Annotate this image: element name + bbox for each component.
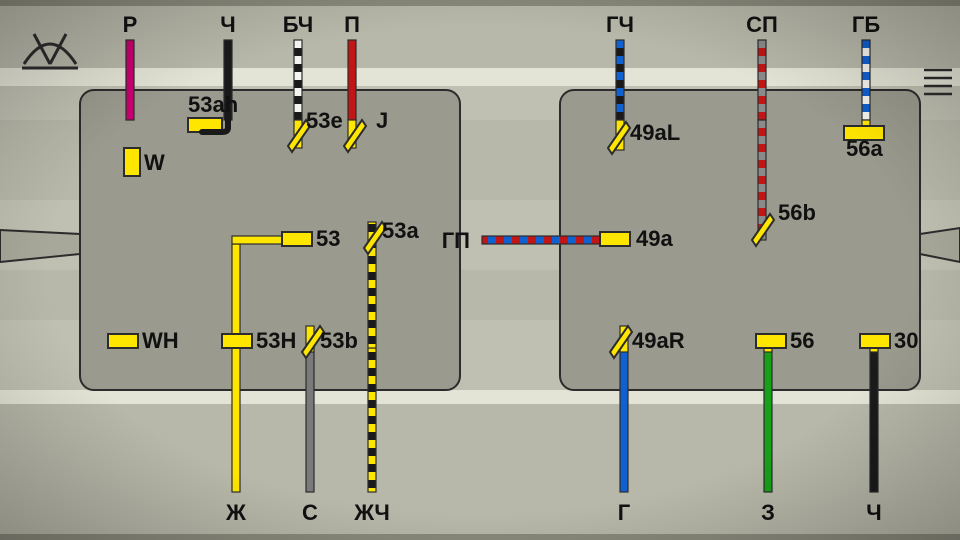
wire-G	[620, 348, 628, 492]
terminal-WH	[108, 334, 138, 348]
wire-Zh-internal-h	[232, 236, 288, 244]
wire-Zh	[232, 348, 240, 492]
wire-label-ZhCh: ЖЧ	[353, 500, 390, 525]
wire-label-GP: ГП	[442, 228, 470, 253]
wire-label-Ch: Ч	[220, 12, 235, 37]
wire-label-Ch2: Ч	[866, 500, 881, 525]
terminal-label-J: J	[376, 108, 388, 133]
terminal-label-W: W	[144, 150, 165, 175]
terminal-label-53e: 53e	[306, 108, 343, 133]
wire-label-G: Г	[618, 500, 631, 525]
terminal-label-49aR: 49aR	[632, 328, 685, 353]
wire-label-GB: ГБ	[852, 12, 880, 37]
terminal-label-53ah: 53ah	[188, 92, 238, 117]
terminal-label-53H: 53H	[256, 328, 296, 353]
terminal-label-53b: 53b	[320, 328, 358, 353]
wire-Pu	[348, 40, 356, 120]
wire-label-GCh: ГЧ	[606, 12, 634, 37]
wire-label-Pu: П	[344, 12, 360, 37]
terminal-label-56b: 56b	[778, 200, 816, 225]
terminal-label-WH: WH	[142, 328, 179, 353]
terminal-label-49aL: 49aL	[630, 120, 680, 145]
terminal-label-49a: 49a	[636, 226, 673, 251]
terminal-56	[756, 334, 786, 348]
wire-S	[306, 348, 314, 492]
wire-Ch2	[870, 348, 878, 492]
wire-Z	[764, 348, 772, 492]
wire-BCh	[294, 40, 302, 120]
wire-label-P: Р	[123, 12, 138, 37]
terminal-label-53a: 53a	[382, 218, 419, 243]
wire-GCh	[616, 40, 624, 120]
wiring-diagram: Р Ч БЧ П ГЧ СП ГБ Ж С ЖЧ Г З Ч ГП W 53ah 53e J 53 53a WH 53H 5…	[0, 0, 960, 540]
wire-P	[126, 40, 134, 120]
terminal-53	[282, 232, 312, 246]
terminal-53H	[222, 334, 252, 348]
wire-label-Zh: Ж	[225, 500, 246, 525]
terminal-label-30: 30	[894, 328, 918, 353]
wire-GB	[862, 40, 870, 120]
wire-SP	[758, 40, 766, 120]
terminal-label-56: 56	[790, 328, 814, 353]
wire-label-BCh: БЧ	[283, 12, 313, 37]
terminal-label-53: 53	[316, 226, 340, 251]
terminal-30	[860, 334, 890, 348]
wire-ZhCh	[368, 348, 376, 492]
terminal-W	[124, 148, 140, 176]
wire-label-SP: СП	[746, 12, 778, 37]
wire-Zh-internal	[232, 244, 240, 348]
terminal-49a	[600, 232, 630, 246]
terminal-label-56a: 56a	[846, 136, 883, 161]
wire-GP	[482, 236, 602, 244]
wire-label-Z: З	[761, 500, 775, 525]
wire-label-S: С	[302, 500, 318, 525]
